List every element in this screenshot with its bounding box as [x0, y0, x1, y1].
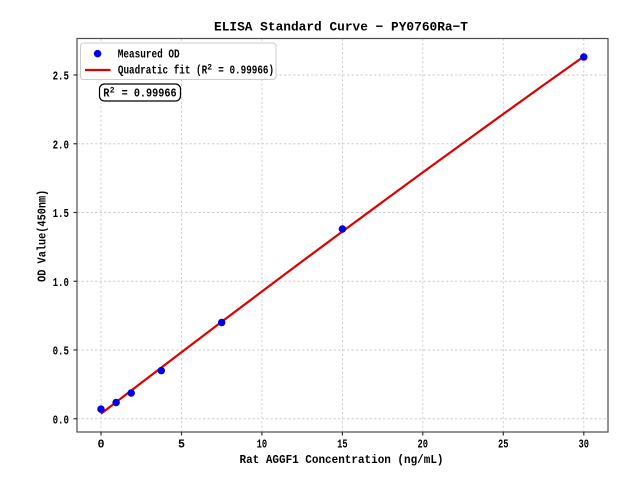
- svg-text:OD Value(450nm): OD Value(450nm): [36, 190, 50, 282]
- svg-text:Quadratic fit (R: Quadratic fit (R: [118, 64, 208, 78]
- svg-text:2: 2: [110, 87, 115, 96]
- svg-text:= 0.99966: = 0.99966: [122, 87, 177, 101]
- svg-text:1.0: 1.0: [53, 276, 69, 290]
- svg-text:20: 20: [418, 438, 429, 452]
- svg-text:5: 5: [178, 438, 185, 452]
- svg-text:10: 10: [257, 438, 268, 452]
- svg-text:= 0.99966): = 0.99966): [218, 64, 274, 78]
- svg-text:1.5: 1.5: [53, 207, 69, 221]
- svg-text:ELISA Standard Curve − PY0760R: ELISA Standard Curve − PY0760Ra−T: [214, 19, 468, 34]
- svg-text:2.5: 2.5: [53, 70, 69, 84]
- svg-text:0: 0: [98, 438, 105, 452]
- svg-text:15: 15: [337, 438, 348, 452]
- svg-text:2: 2: [207, 64, 212, 73]
- svg-text:0.5: 0.5: [53, 345, 69, 359]
- svg-text:Measured OD: Measured OD: [118, 47, 180, 61]
- svg-text:2.0: 2.0: [53, 138, 69, 152]
- svg-text:30: 30: [579, 438, 590, 452]
- svg-text:25: 25: [498, 438, 509, 452]
- svg-text:R: R: [103, 87, 110, 101]
- svg-text:Rat AGGF1 Concentration (ng/mL: Rat AGGF1 Concentration (ng/mL): [240, 454, 444, 467]
- svg-text:0.0: 0.0: [53, 413, 69, 427]
